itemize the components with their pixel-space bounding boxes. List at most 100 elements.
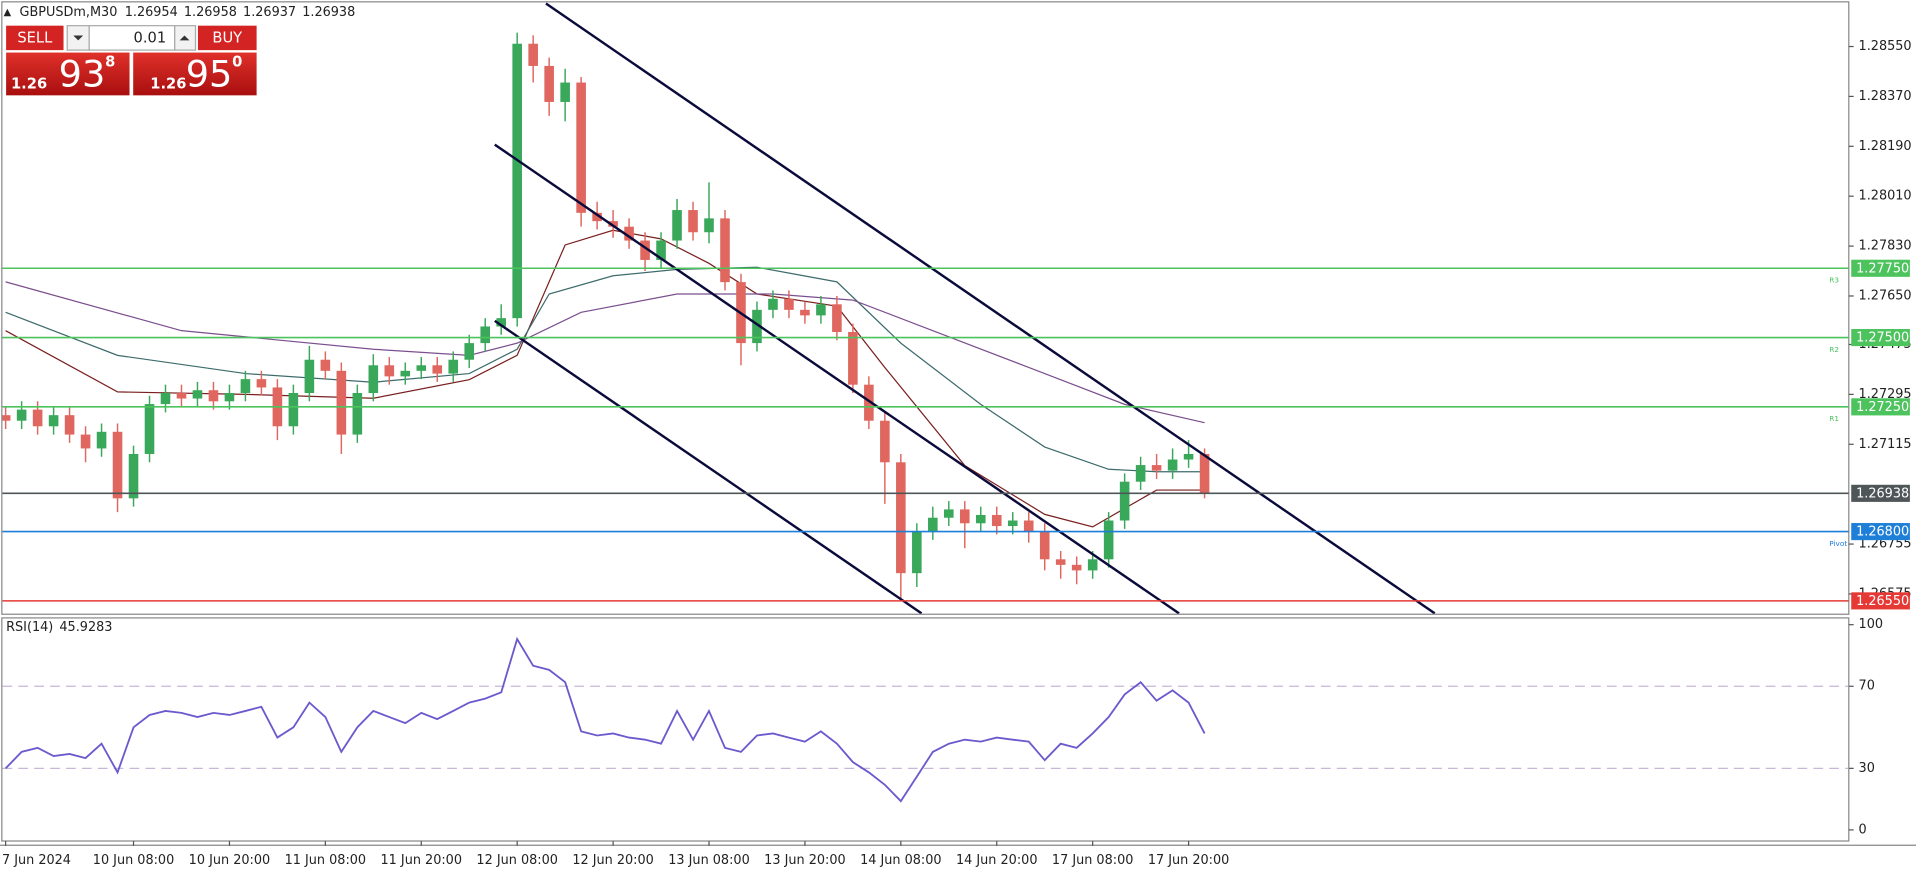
candle-body — [1039, 531, 1050, 560]
level-label-box — [1851, 329, 1910, 347]
candle-body — [176, 392, 187, 399]
candle-body — [1151, 465, 1162, 471]
x-tick-label: 12 Jun 08:00 — [476, 853, 557, 868]
candle-body — [528, 43, 538, 66]
moving-average — [5, 281, 1205, 424]
candle-body — [816, 304, 826, 316]
trend-line — [494, 319, 923, 614]
candle-body — [64, 415, 75, 435]
candle-body — [544, 65, 554, 102]
candle-body — [784, 298, 794, 310]
candle-body — [32, 409, 43, 427]
level-label: 1.26800 — [1856, 525, 1909, 540]
x-tick-label: 17 Jun 20:00 — [1148, 853, 1229, 868]
y-tick-label: 1.26755 — [1859, 537, 1912, 552]
candle-body — [352, 392, 363, 435]
candle-body — [432, 365, 443, 374]
candle-body — [688, 210, 698, 233]
buy-button[interactable] — [197, 25, 257, 51]
candle-body — [768, 298, 778, 310]
candle-body — [224, 392, 235, 402]
candle-body — [288, 392, 299, 427]
candle-body — [704, 218, 714, 233]
rsi-title: RSI(14) — [6, 620, 53, 635]
level-label-box — [1851, 398, 1910, 416]
level-tag: R2 — [1829, 345, 1839, 354]
symbol: GBPUSDm,M30 — [20, 5, 118, 20]
candle-body — [448, 359, 459, 374]
sell-button[interactable] — [6, 25, 64, 51]
y-tick-label: 1.27650 — [1859, 288, 1912, 303]
bid-pips: 93 — [59, 52, 106, 95]
x-tick-label: 17 Jun 08:00 — [1052, 853, 1133, 868]
candle-body — [944, 509, 954, 518]
candle-body — [384, 365, 395, 377]
x-tick-label: 13 Jun 20:00 — [764, 853, 845, 868]
ask-pips: 95 — [186, 52, 233, 95]
candle-body — [128, 453, 139, 499]
bid-box[interactable] — [6, 52, 130, 96]
candle-body — [192, 390, 203, 399]
rsi-y-tick-label: 70 — [1859, 679, 1875, 694]
one-click-panel: SELL 0.01 BUY 1.26 93 8 1.26 95 0 — [6, 25, 257, 96]
moving-average — [5, 229, 1205, 528]
candle-body — [672, 210, 682, 241]
level-tag: R1 — [1829, 414, 1839, 423]
candle-body — [800, 309, 810, 316]
x-tick-label: 11 Jun 08:00 — [285, 853, 366, 868]
level-label: 1.27250 — [1856, 400, 1909, 415]
candle-body — [752, 309, 762, 344]
trend-line — [545, 2, 1436, 614]
candle-body — [1007, 520, 1018, 527]
candle-body — [304, 359, 315, 393]
y-tick-label: 1.27295 — [1859, 387, 1912, 402]
candle-body — [848, 332, 858, 385]
level-label-box — [1851, 592, 1910, 610]
x-tick-label: 13 Jun 08:00 — [668, 853, 749, 868]
candle-body — [864, 384, 874, 421]
candle-body — [112, 431, 123, 499]
collapse-icon[interactable]: ▲ — [4, 7, 12, 18]
x-tick-label: 12 Jun 20:00 — [572, 853, 653, 868]
candle-body — [832, 304, 842, 333]
candle-body — [320, 359, 331, 371]
level-tag: Pivot — [1829, 539, 1847, 548]
ask-fraction: 0 — [232, 53, 242, 70]
level-label: 1.27750 — [1856, 261, 1909, 276]
candle-body — [512, 43, 522, 319]
candle-body — [1167, 459, 1178, 471]
candle-body — [912, 531, 922, 574]
main-plot — [2, 2, 1849, 614]
lot-up-icon — [179, 35, 190, 41]
candle-body — [2, 415, 11, 421]
trend-line — [494, 143, 1180, 614]
candle-body — [336, 370, 347, 435]
candle-body — [1055, 559, 1066, 565]
buy-label: BUY — [212, 30, 242, 47]
x-tick-label: 10 Jun 08:00 — [93, 853, 174, 868]
main-frame — [1, 1, 1850, 615]
candle-body — [256, 379, 267, 388]
y-tick-label: 1.28370 — [1859, 89, 1912, 104]
candle-body — [1087, 559, 1098, 571]
candle-body — [1135, 465, 1146, 482]
candle-body — [1119, 481, 1130, 521]
candle-body — [1071, 564, 1082, 571]
y-tick-label: 1.27830 — [1859, 239, 1912, 254]
candle-body — [592, 212, 602, 222]
level-tag: R3 — [1829, 275, 1839, 284]
candle-body — [991, 514, 1002, 527]
candle-body — [1103, 520, 1114, 560]
rsi-plot — [2, 636, 1849, 803]
candle-body — [400, 370, 411, 377]
bid-prefix: 1.26 — [11, 75, 47, 92]
symbol-header: GBPUSDm,M30 1.26954 1.26958 1.26937 1.26938 — [20, 5, 356, 20]
ask-box[interactable] — [133, 52, 257, 96]
candle-body — [656, 240, 666, 260]
level-label: 1.26938 — [1856, 486, 1909, 501]
candle-body — [608, 221, 618, 227]
x-tick-label: 10 Jun 20:00 — [189, 853, 270, 868]
quote-open: 1.26954 — [125, 5, 178, 20]
x-tick-label: 11 Jun 20:00 — [381, 853, 462, 868]
